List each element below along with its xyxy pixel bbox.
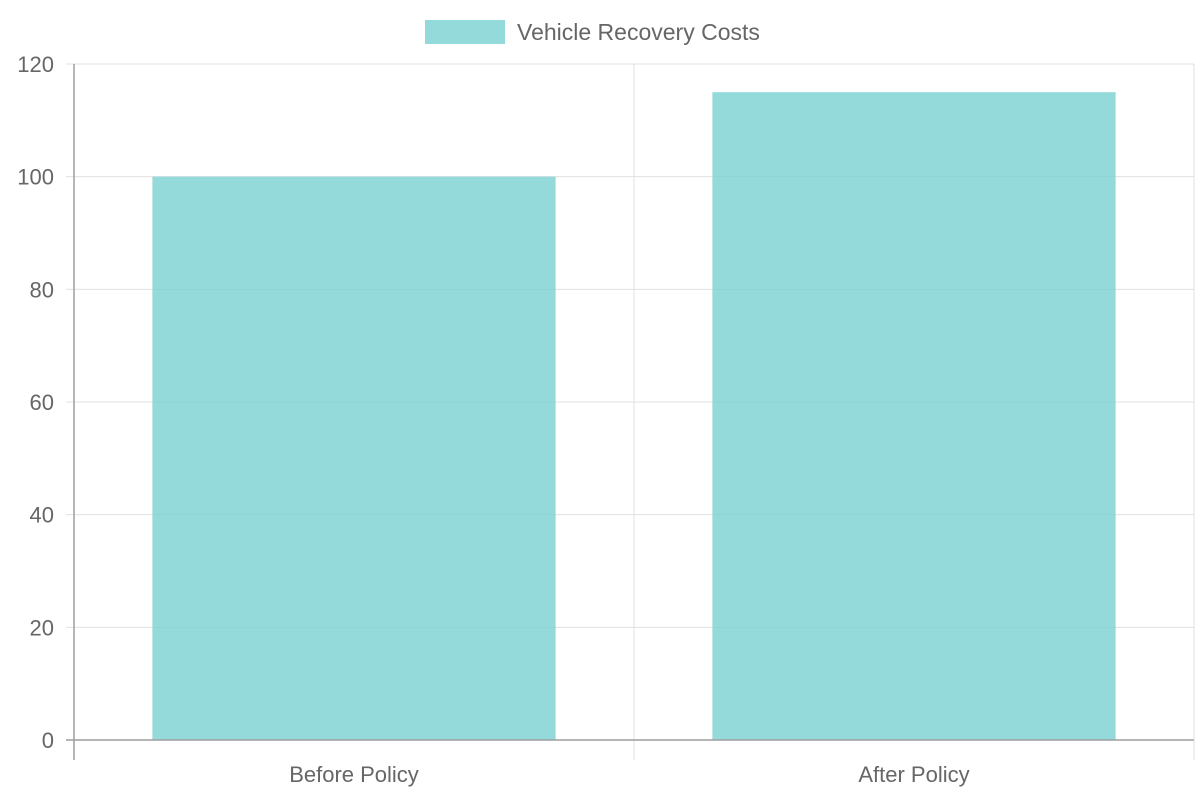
x-category-label: After Policy	[858, 762, 969, 787]
y-tick-label: 80	[30, 277, 54, 302]
y-tick-label: 40	[30, 503, 54, 528]
y-tick-label: 0	[42, 728, 54, 753]
bar-before-policy[interactable]	[152, 176, 556, 740]
bars	[152, 92, 1116, 740]
y-tick-label: 20	[30, 615, 54, 640]
y-tick-label: 120	[17, 52, 54, 77]
y-tick-label: 100	[17, 165, 54, 190]
legend-label[interactable]: Vehicle Recovery Costs	[517, 19, 760, 45]
x-category-label: Before Policy	[289, 762, 419, 787]
axes	[66, 63, 1195, 760]
legend-swatch[interactable]	[425, 20, 505, 44]
bar-after-policy[interactable]	[712, 92, 1116, 740]
y-tick-label: 60	[30, 390, 54, 415]
legend[interactable]: Vehicle Recovery Costs	[425, 19, 760, 45]
axis-labels: 0 20 40 60 80 100 120 Before Policy After Policy	[17, 52, 969, 787]
